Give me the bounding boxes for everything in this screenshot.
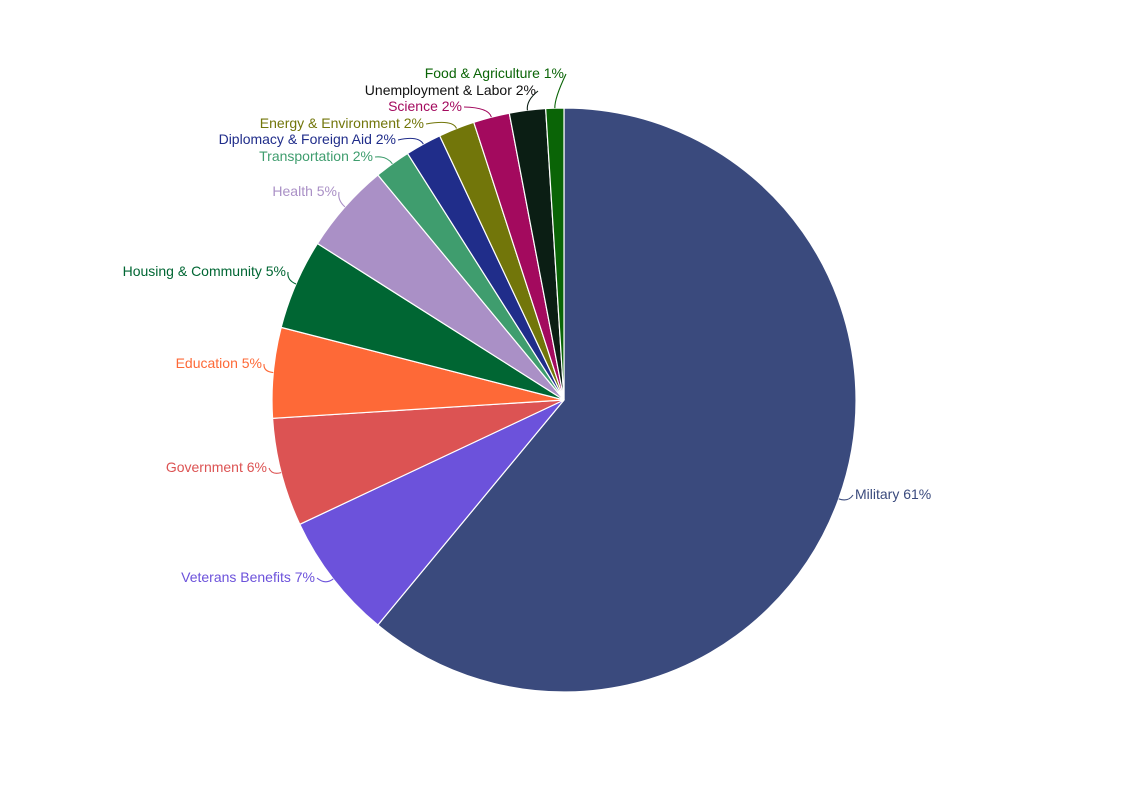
slice-label-science: Science 2% xyxy=(388,98,462,114)
leader-line-diplomacy-and-foreign-aid xyxy=(397,137,424,145)
slice-label-health: Health 5% xyxy=(272,183,337,199)
slice-label-housing-and-community: Housing & Community 5% xyxy=(123,263,286,279)
leader-line-education xyxy=(263,363,274,374)
slice-label-government: Government 6% xyxy=(166,459,267,475)
slice-label-diplomacy-and-foreign-aid: Diplomacy & Foreign Aid 2% xyxy=(219,131,396,147)
slice-label-energy-and-environment: Energy & Environment 2% xyxy=(260,115,424,131)
leader-line-unemployment-and-labor xyxy=(526,90,539,111)
leader-line-government xyxy=(268,467,282,474)
leader-line-transportation xyxy=(374,156,393,165)
leader-line-energy-and-environment xyxy=(425,121,458,129)
slice-label-education: Education 5% xyxy=(176,355,262,371)
slice-label-transportation: Transportation 2% xyxy=(259,148,373,164)
leader-line-veterans-benefits xyxy=(316,577,334,583)
leader-line-food-and-agriculture xyxy=(554,73,567,109)
leader-line-military xyxy=(838,494,854,501)
leaders-layer xyxy=(263,73,854,583)
slice-label-veterans-benefits: Veterans Benefits 7% xyxy=(181,569,315,585)
slice-label-unemployment-and-labor: Unemployment & Labor 2% xyxy=(365,82,536,98)
slice-label-food-and-agriculture: Food & Agriculture 1% xyxy=(425,65,564,81)
labels-layer: Military 61% Veterans Benefits 7% Governme… xyxy=(123,65,932,585)
pie-slice-military xyxy=(377,107,857,693)
leader-line-health xyxy=(338,191,346,208)
slices-layer xyxy=(271,107,857,693)
leader-line-housing-and-community xyxy=(287,271,297,285)
leader-line-science xyxy=(463,106,492,118)
slice-label-military: Military 61% xyxy=(855,486,931,502)
